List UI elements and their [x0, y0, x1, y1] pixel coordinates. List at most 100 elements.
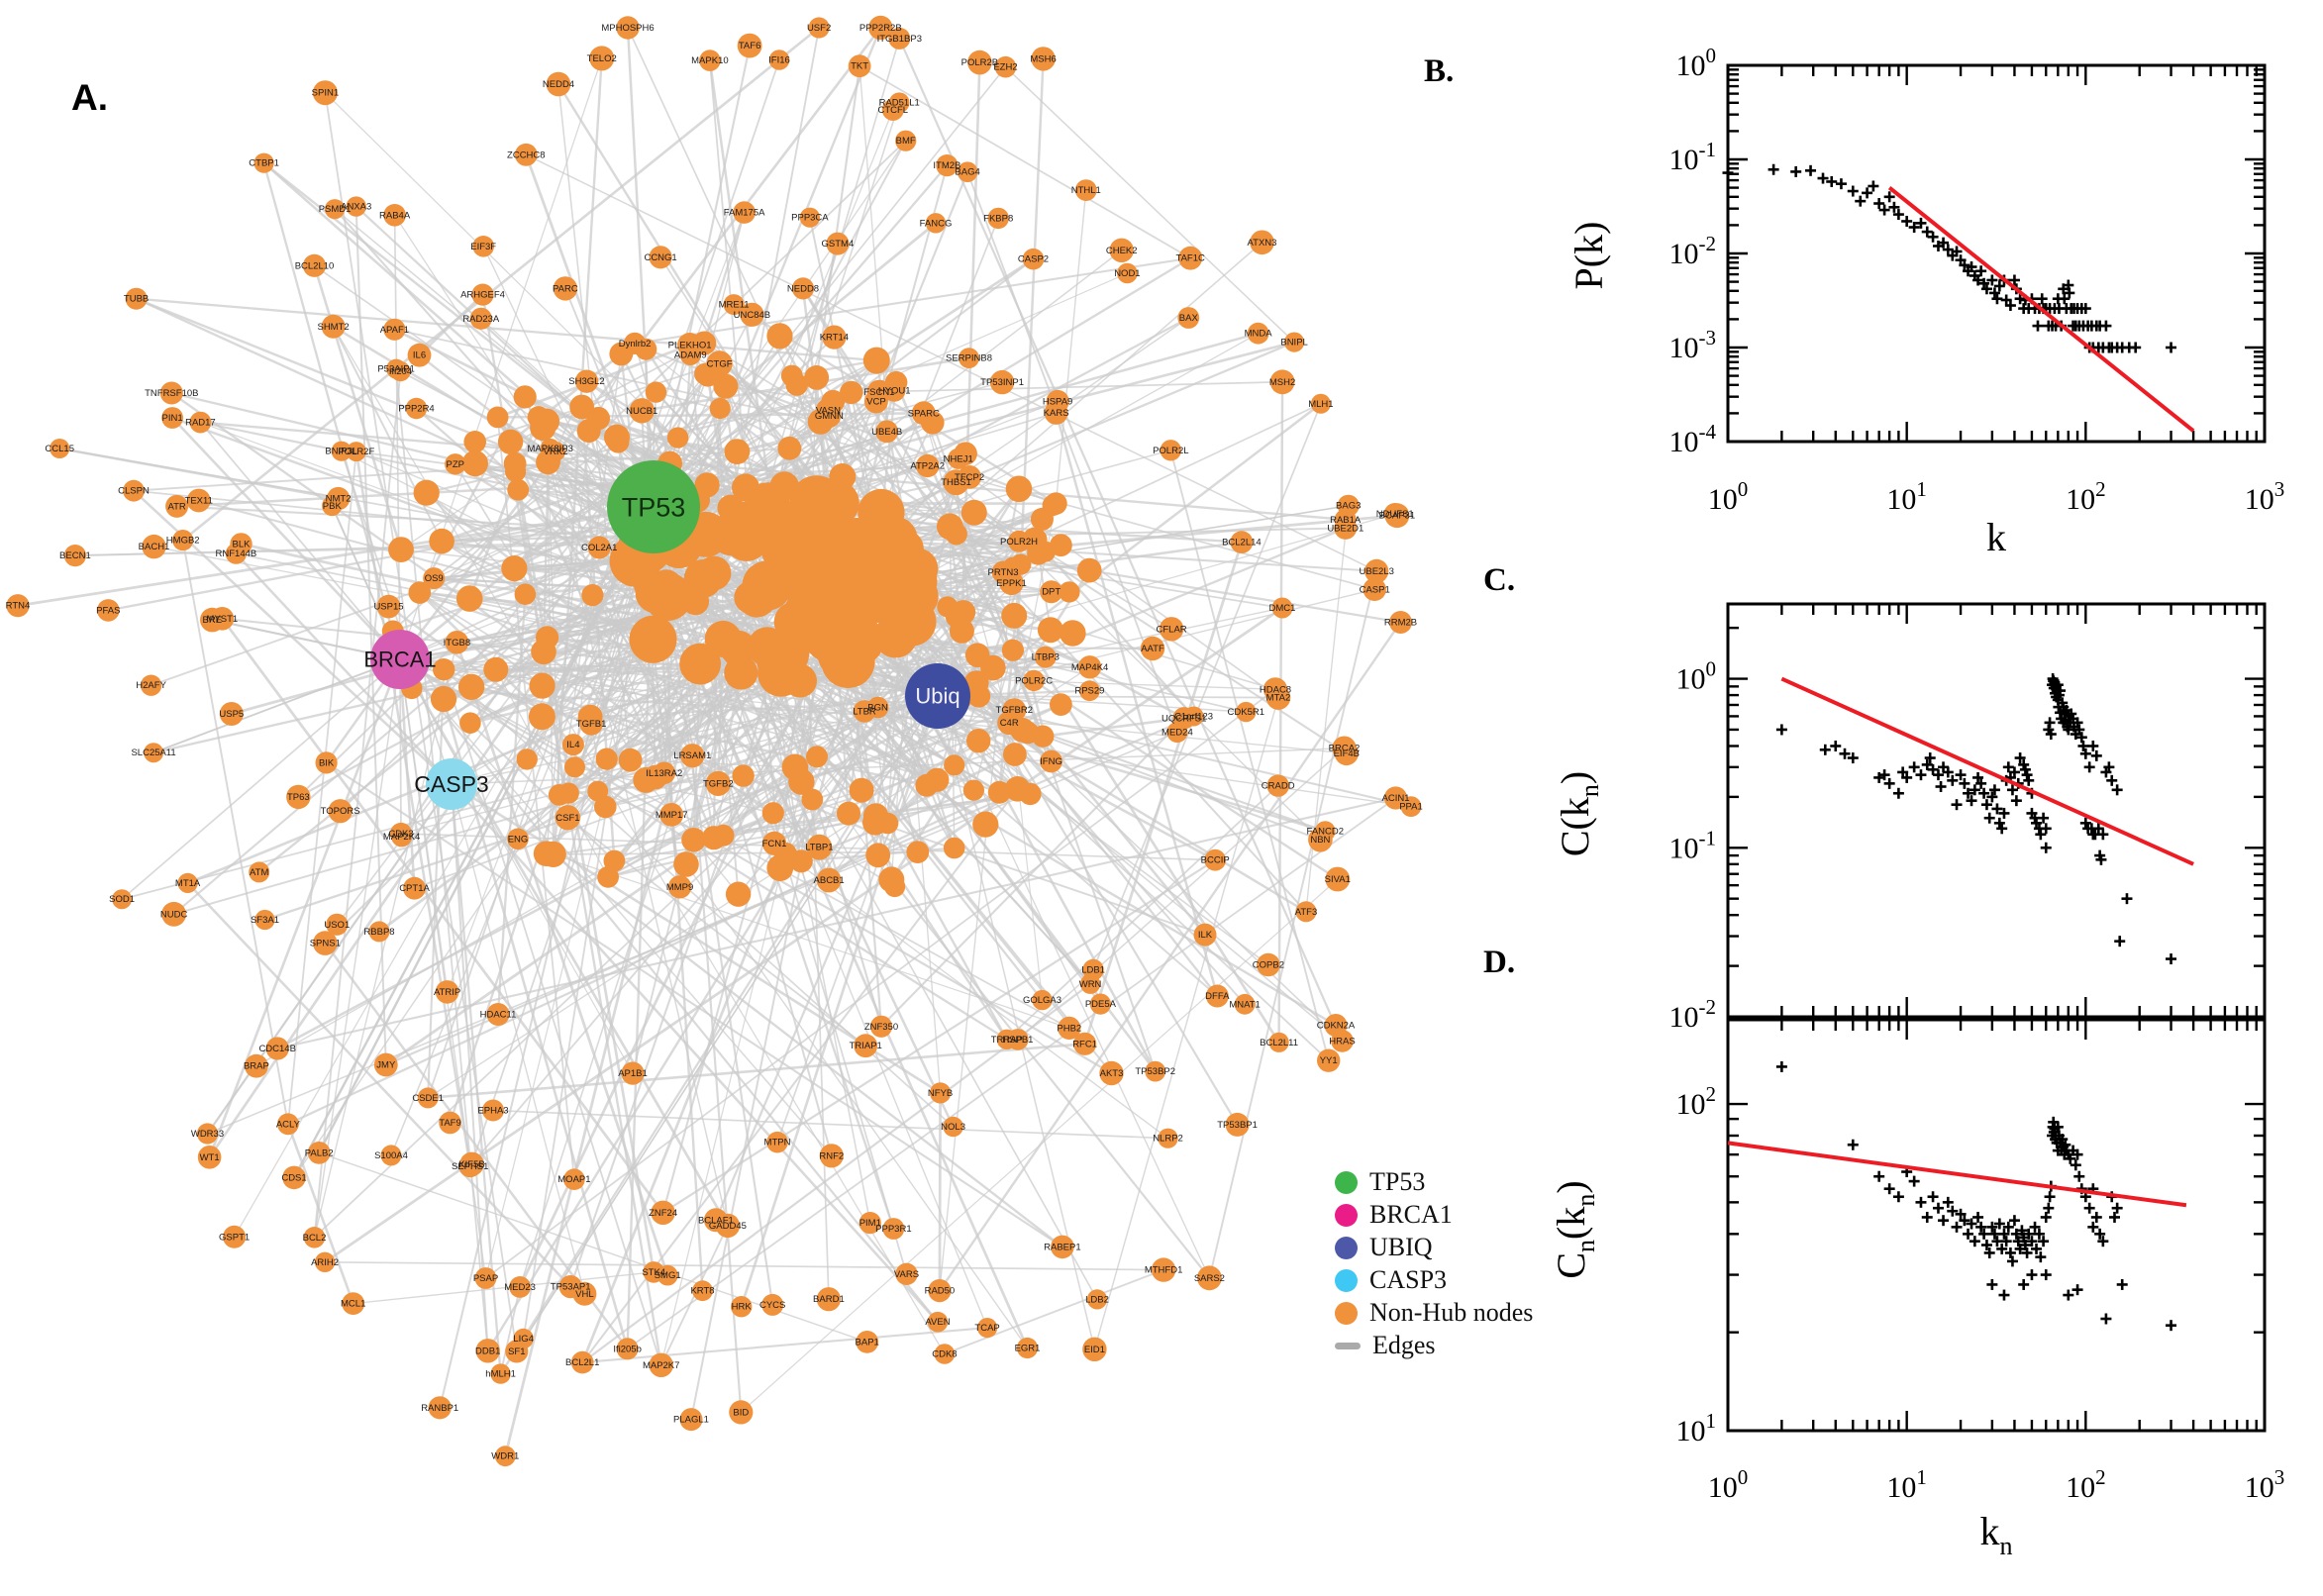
non-hub-node: [177, 872, 198, 894]
tick-label: 103: [2245, 477, 2285, 516]
non-hub-node: [962, 779, 985, 801]
non-hub-node: [417, 1087, 439, 1109]
non-hub-node: [342, 1292, 365, 1315]
non-hub-node: [1166, 722, 1188, 744]
network-edge: [425, 491, 814, 801]
non-hub-node: [277, 1113, 299, 1136]
non-hub-node: [223, 1225, 247, 1248]
legend-item-label: Non-Hub nodes: [1369, 1298, 1534, 1327]
tick-label: 10-2: [1669, 232, 1717, 270]
non-hub-node: [1002, 698, 1027, 723]
network-edge: [426, 391, 852, 494]
non-hub-node: [731, 1296, 753, 1318]
network-edge: [262, 162, 402, 660]
non-hub-node: [459, 712, 481, 734]
non-hub-node: [659, 803, 684, 827]
plot-frame: [1726, 63, 2267, 444]
network-edge: [451, 783, 586, 1294]
non-hub-node: [959, 348, 979, 368]
non-hub-node: [265, 1037, 289, 1060]
non-hub-node: [760, 526, 805, 571]
non-hub-node: [957, 161, 978, 182]
non-hub-node: [315, 751, 338, 774]
tick-label: 103: [2245, 1465, 2285, 1504]
non-hub-node: [966, 729, 991, 753]
non-hub-node: [597, 865, 619, 888]
tick-label: 101: [1886, 477, 1927, 516]
network-edge: [1169, 449, 1330, 1061]
non-hub-node: [408, 581, 432, 604]
non-hub-node: [413, 479, 440, 506]
non-hub-node: [513, 1328, 534, 1349]
data-points: [1775, 673, 2177, 965]
non-hub-node: [616, 16, 640, 40]
non-hub-node: [999, 570, 1024, 596]
non-hub-node: [326, 913, 349, 936]
non-hub-node: [253, 152, 274, 173]
network-edge: [451, 783, 489, 1351]
tick-label: 102: [2066, 477, 2106, 516]
non-hub-node: [1079, 680, 1100, 702]
network-edge: [553, 853, 1069, 1029]
non-hub-node: [574, 369, 599, 393]
non-hub-node: [1262, 677, 1288, 702]
non-hub-node: [783, 663, 817, 698]
non-hub-node: [780, 364, 803, 387]
network-edge: [894, 381, 1045, 738]
non-hub-node: [587, 536, 611, 559]
non-hub-node: [1197, 1265, 1222, 1291]
network-edge: [399, 658, 939, 1323]
non-hub-node: [680, 744, 705, 768]
non-hub-node: [1204, 848, 1227, 871]
legend-item-brca1: BRCA1: [1335, 1200, 1533, 1229]
non-hub-node: [666, 427, 689, 449]
tick-label: 101: [1886, 1465, 1927, 1504]
non-hub-node: [747, 627, 787, 667]
non-hub-node: [795, 511, 841, 555]
non-hub-node: [529, 672, 556, 699]
non-hub-node: [930, 1082, 952, 1104]
non-hub-node: [766, 323, 793, 349]
non-hub-node: [501, 555, 528, 582]
panel-label-b: B.: [1424, 53, 1455, 89]
panel-label-d: D.: [1483, 945, 1516, 980]
non-hub-node: [1027, 542, 1051, 565]
non-hub-node: [390, 822, 412, 845]
network-nodes-layer: [6, 15, 1422, 1467]
non-hub-node: [6, 594, 30, 618]
non-hub-node: [786, 598, 813, 626]
legend-color-dot: [1335, 1236, 1358, 1259]
network-edge: [399, 658, 1113, 1074]
non-hub-node: [804, 365, 830, 390]
network-edge: [977, 695, 1344, 1042]
non-hub-node: [742, 560, 792, 611]
tick-label: 10-1: [1669, 826, 1717, 864]
network-edge: [313, 658, 401, 1238]
non-hub-node: [457, 673, 485, 700]
network-edge: [740, 695, 940, 1308]
network-edge: [938, 621, 1402, 1292]
non-hub-node: [577, 704, 603, 730]
non-hub-node: [865, 843, 891, 868]
non-hub-node: [1205, 984, 1229, 1008]
tick-label: 10-1: [1669, 138, 1717, 176]
non-hub-node: [455, 585, 483, 612]
non-hub-node: [709, 397, 731, 420]
network-edge: [582, 1327, 988, 1364]
non-hub-node: [1151, 1257, 1176, 1282]
non-hub-node: [862, 803, 889, 829]
network-edge: [851, 380, 1283, 394]
network-edge: [353, 1271, 655, 1305]
non-hub-node: [423, 567, 446, 590]
non-hub-node: [854, 1034, 878, 1058]
network-edge: [418, 396, 527, 594]
network-edge: [895, 538, 1090, 571]
network-edge: [645, 349, 721, 409]
network-edge: [886, 822, 1008, 1041]
non-hub-node: [869, 1015, 893, 1038]
non-hub-node: [430, 685, 457, 713]
non-hub-node: [921, 411, 945, 435]
network-edge: [558, 754, 693, 796]
non-hub-node: [331, 441, 352, 461]
